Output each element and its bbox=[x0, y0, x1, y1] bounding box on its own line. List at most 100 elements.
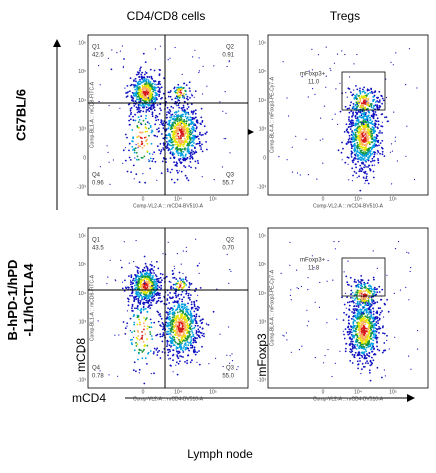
event-dot bbox=[306, 309, 308, 311]
event-dot bbox=[377, 159, 380, 162]
event-dot bbox=[346, 281, 349, 284]
event-dot bbox=[146, 301, 149, 304]
event-dot bbox=[154, 293, 157, 296]
event-dot bbox=[371, 288, 373, 291]
event-dot bbox=[178, 283, 181, 286]
event-dot bbox=[175, 296, 178, 299]
event-dot bbox=[131, 146, 134, 148]
event-dot bbox=[282, 334, 284, 336]
y-tick-label: 10³ bbox=[79, 127, 87, 133]
event-dot bbox=[156, 94, 158, 97]
event-dot bbox=[182, 286, 185, 289]
event-dot bbox=[178, 119, 181, 122]
event-dot bbox=[169, 133, 171, 136]
event-dot bbox=[157, 118, 160, 121]
event-dot bbox=[362, 338, 364, 341]
event-dot bbox=[176, 361, 178, 364]
event-dot bbox=[191, 153, 194, 156]
event-dot bbox=[363, 110, 365, 112]
event-dot bbox=[145, 79, 148, 82]
event-dot bbox=[133, 279, 136, 282]
event-dot bbox=[378, 313, 381, 316]
event-dot bbox=[183, 316, 186, 319]
event-dot bbox=[133, 330, 136, 333]
event-dot bbox=[186, 339, 188, 341]
event-dot bbox=[157, 86, 160, 89]
event-dot bbox=[360, 304, 362, 306]
event-dot bbox=[361, 149, 363, 152]
event-dot bbox=[162, 92, 165, 95]
event-dot bbox=[175, 113, 177, 115]
y-axis-label: mCD8 bbox=[74, 338, 88, 372]
event-dot bbox=[174, 46, 176, 49]
event-dot bbox=[178, 303, 180, 305]
event-dot bbox=[133, 86, 136, 88]
event-dot bbox=[372, 170, 375, 173]
event-dot bbox=[182, 151, 185, 153]
event-dot bbox=[150, 299, 153, 302]
event-dot bbox=[231, 353, 233, 355]
event-dot bbox=[355, 124, 358, 126]
event-dot bbox=[365, 95, 368, 97]
event-dot bbox=[134, 77, 137, 80]
event-dot bbox=[355, 316, 358, 319]
event-dot bbox=[136, 98, 138, 101]
event-dot bbox=[381, 102, 383, 105]
event-dot bbox=[160, 150, 162, 153]
event-dot bbox=[381, 147, 384, 150]
event-dot bbox=[346, 301, 349, 304]
event-dot bbox=[153, 86, 156, 88]
event-dot bbox=[145, 95, 147, 98]
event-dot bbox=[122, 65, 125, 67]
event-dot bbox=[376, 267, 378, 269]
event-dot bbox=[349, 104, 352, 107]
event-dot bbox=[370, 90, 373, 93]
axis-title: Comp-VL2-A :: mCD4-BV510-A bbox=[313, 396, 384, 402]
event-dot bbox=[182, 120, 185, 122]
event-dot bbox=[365, 327, 368, 330]
event-dot bbox=[191, 344, 194, 347]
event-dot bbox=[192, 129, 195, 132]
event-dot bbox=[112, 159, 114, 161]
event-dot bbox=[229, 152, 231, 154]
event-dot bbox=[354, 346, 356, 348]
event-dot bbox=[149, 94, 152, 96]
event-dot bbox=[136, 266, 139, 269]
event-dot bbox=[179, 332, 181, 334]
event-dot bbox=[174, 268, 176, 270]
event-dot bbox=[138, 295, 141, 298]
event-dot bbox=[186, 362, 189, 365]
gate-name: mFoxp3+ bbox=[300, 258, 326, 264]
event-dot bbox=[301, 345, 303, 347]
event-dot bbox=[135, 106, 138, 109]
event-dot bbox=[378, 285, 381, 288]
event-dot bbox=[176, 331, 179, 333]
event-dot bbox=[376, 321, 378, 323]
event-dot bbox=[190, 301, 193, 303]
event-dot bbox=[370, 114, 373, 117]
event-dot bbox=[374, 125, 377, 128]
event-dot bbox=[141, 331, 144, 333]
event-dot bbox=[139, 68, 142, 70]
y-tick-label: -10³ bbox=[257, 184, 266, 190]
event-dot bbox=[135, 290, 138, 293]
event-dot bbox=[351, 140, 354, 143]
event-dot bbox=[343, 311, 345, 314]
event-dot bbox=[169, 90, 172, 92]
event-dot bbox=[162, 127, 165, 129]
event-dot bbox=[187, 344, 190, 346]
event-dot bbox=[364, 123, 367, 126]
event-dot bbox=[126, 322, 129, 325]
event-dot bbox=[349, 120, 352, 122]
event-dot bbox=[137, 331, 140, 333]
quadrant-name: Q3 bbox=[226, 366, 235, 372]
event-dot bbox=[188, 331, 190, 334]
event-dot bbox=[134, 274, 136, 276]
event-dot bbox=[165, 303, 168, 306]
y-tick-label: 10⁵ bbox=[258, 262, 266, 268]
event-dot bbox=[143, 136, 146, 139]
event-dot bbox=[357, 157, 360, 160]
event-dot bbox=[130, 96, 133, 99]
event-dot bbox=[121, 281, 124, 283]
event-dot bbox=[162, 147, 165, 149]
